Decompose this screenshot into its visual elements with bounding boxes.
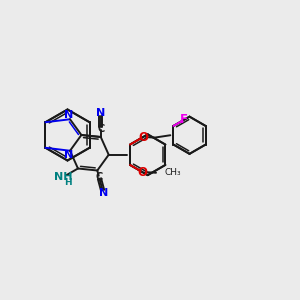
Text: O: O (138, 130, 148, 143)
Text: N: N (96, 108, 105, 118)
Text: N: N (99, 188, 108, 198)
Text: NH: NH (54, 172, 72, 182)
Text: F: F (180, 113, 188, 126)
Text: C: C (97, 124, 104, 134)
Text: CH₃: CH₃ (164, 168, 181, 177)
Text: C: C (95, 172, 103, 182)
Text: N: N (64, 110, 74, 120)
Text: H: H (64, 178, 72, 187)
Text: O: O (137, 166, 148, 178)
Text: N: N (64, 150, 74, 160)
